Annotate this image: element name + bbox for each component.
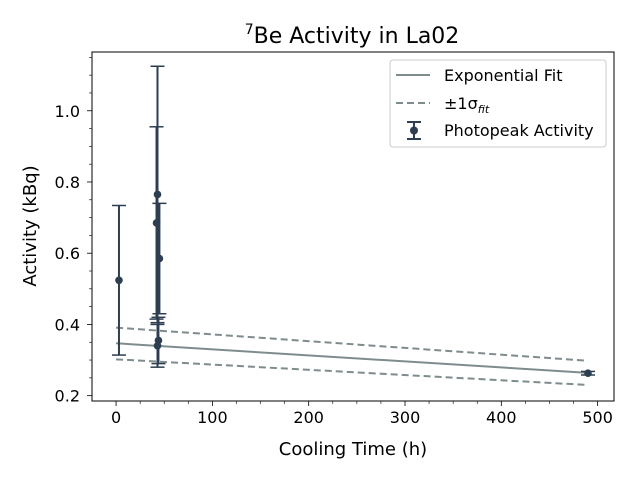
- y-tick-label: 0.2: [55, 387, 80, 406]
- x-tick-label: 300: [390, 408, 421, 427]
- data-point-group: [111, 204, 126, 356]
- legend-band-label-main: ±1σ: [444, 94, 478, 113]
- data-point-group: [580, 369, 595, 378]
- y-tick-label: 1.0: [55, 102, 80, 121]
- data-point: [155, 254, 164, 263]
- y-axis-label: Activity (kBq): [20, 165, 41, 286]
- data-point: [115, 276, 123, 285]
- band-upper-line: [116, 326, 589, 362]
- legend-points-swatch-marker: [410, 126, 418, 135]
- band-lower-line: [116, 358, 589, 386]
- chart-title: 7Be Activity in La02: [245, 22, 460, 49]
- band-layer: [116, 326, 589, 386]
- y-tick-label: 0.6: [55, 244, 80, 263]
- data-point-group: [152, 202, 167, 315]
- x-tick-label: 500: [582, 408, 613, 427]
- data-point: [584, 369, 592, 378]
- x-tick-label: 0: [111, 408, 121, 427]
- plot-area: [91, 51, 615, 402]
- fit-layer: [116, 342, 589, 374]
- x-axis-label: Cooling Time (h): [279, 439, 427, 460]
- legend-points-label: Photopeak Activity: [444, 121, 594, 140]
- plot-frame: [91, 51, 615, 402]
- x-tick-label: 100: [197, 408, 228, 427]
- legend-band-label-subscript: fit: [478, 103, 490, 116]
- data-point: [153, 342, 162, 350]
- y-axis: 0.2 0.4 0.6 0.8 1.0: [55, 57, 92, 406]
- legend-fit-label: Exponential Fit: [444, 66, 562, 85]
- data-point-group: [150, 323, 165, 368]
- chart-title-text: Be Activity in La02: [254, 24, 460, 49]
- y-tick-label: 0.4: [55, 315, 80, 334]
- data-point: [153, 190, 162, 199]
- legend-band-label: ±1σfit: [444, 94, 490, 116]
- x-tick-label: 400: [486, 408, 517, 427]
- chart-title-superscript: 7: [245, 22, 254, 38]
- legend-box: [389, 59, 607, 148]
- y-tick-label: 0.8: [55, 173, 80, 192]
- data-point-group: [150, 65, 165, 324]
- x-tick-label: 200: [293, 408, 324, 427]
- points-layer: [111, 65, 595, 378]
- legend: Exponential Fit ±1σfit Photopeak Activit…: [389, 59, 607, 148]
- x-axis: 0 100 200 300 400 500: [111, 401, 613, 427]
- fit-line: [116, 342, 589, 374]
